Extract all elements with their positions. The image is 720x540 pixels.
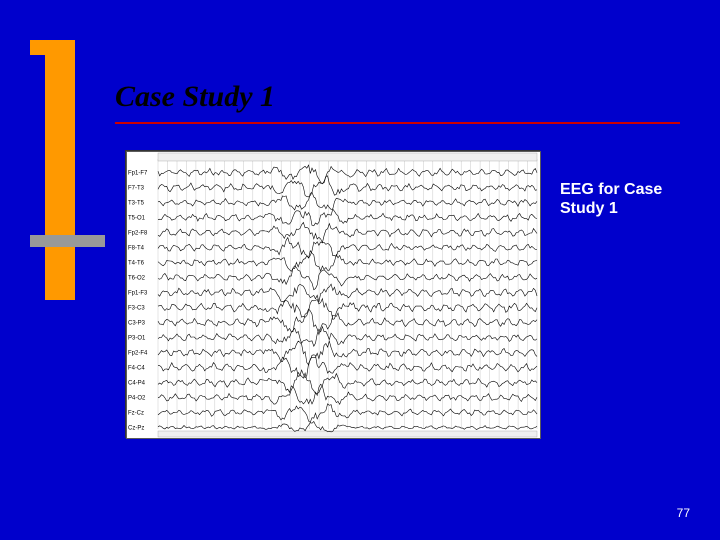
svg-text:Fp2-F8: Fp2-F8	[128, 231, 148, 237]
page-number: 77	[677, 506, 690, 520]
svg-text:T4-T6: T4-T6	[128, 261, 145, 267]
eeg-svg: Fp1-F7 F7-T3 T3-T5 T5-O1 Fp2-F8 F8-T4 T4-T6 T6-…	[126, 151, 541, 439]
svg-text:F3-C3: F3-C3	[128, 306, 145, 312]
svg-text:Fz-Cz: Fz-Cz	[128, 411, 144, 417]
svg-text:F4-C4: F4-C4	[128, 366, 145, 372]
eeg-caption: EEG for Case Study 1	[560, 180, 680, 218]
eeg-figure: Fp1-F7 F7-T3 T3-T5 T5-O1 Fp2-F8 F8-T4 T4-T6 T6-…	[125, 150, 540, 438]
svg-text:F7-T3: F7-T3	[128, 186, 145, 192]
svg-text:P4-O2: P4-O2	[128, 396, 146, 402]
svg-text:C3-P3: C3-P3	[128, 321, 146, 327]
svg-text:T6-O2: T6-O2	[128, 276, 146, 282]
svg-text:Cz-Pz: Cz-Pz	[128, 426, 144, 432]
svg-text:Fp1-F3: Fp1-F3	[128, 291, 148, 297]
svg-text:C4-P4: C4-P4	[128, 381, 146, 387]
svg-text:T3-T5: T3-T5	[128, 201, 145, 207]
slide-title: Case Study 1	[115, 80, 275, 114]
accent-bar-vertical	[45, 40, 75, 300]
svg-text:Fp2-F4: Fp2-F4	[128, 351, 148, 357]
accent-bar-gray	[30, 235, 105, 247]
svg-text:F8-T4: F8-T4	[128, 246, 145, 252]
svg-text:T5-O1: T5-O1	[128, 216, 146, 222]
svg-text:P3-O1: P3-O1	[128, 336, 146, 342]
svg-text:Fp1-F7: Fp1-F7	[128, 171, 148, 177]
title-underline	[115, 122, 680, 124]
